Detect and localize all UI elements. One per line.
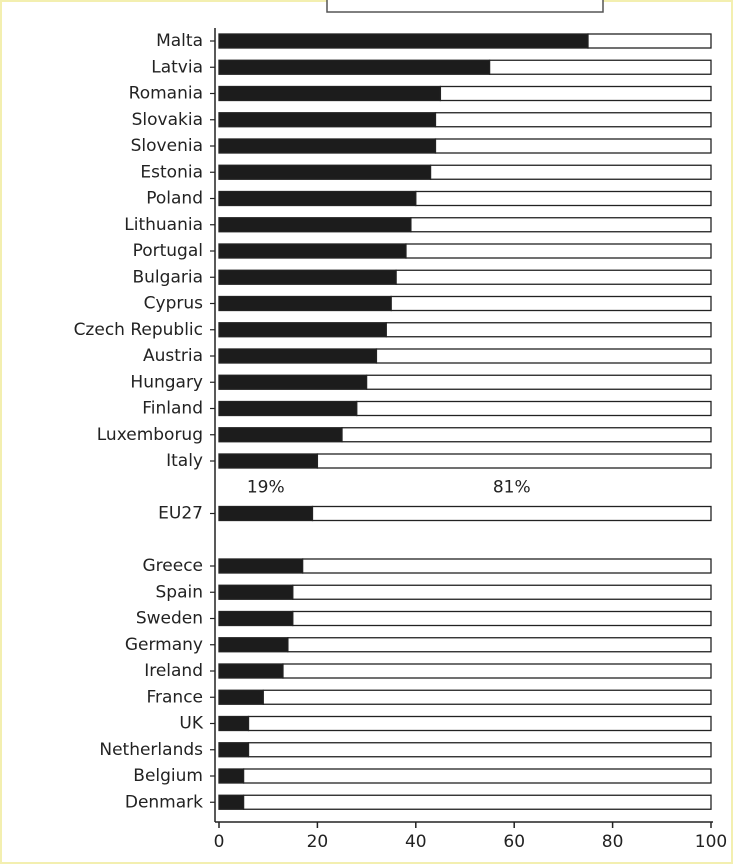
category-label: Poland — [146, 189, 203, 209]
category-label: Germany — [125, 635, 203, 655]
value-label: 19% — [247, 477, 285, 497]
bar-segment — [247, 742, 712, 758]
bar-segment — [218, 348, 378, 364]
category-label: Latvia — [151, 57, 203, 77]
bar-segment — [375, 348, 712, 364]
bar-segment — [341, 427, 712, 443]
bar-segment — [439, 85, 712, 102]
bar-segment — [218, 33, 589, 49]
category-label: UK — [179, 714, 203, 734]
bar-segment — [365, 374, 712, 390]
bar-segment — [218, 374, 368, 390]
bar-segment — [218, 558, 304, 574]
bar-segment — [434, 112, 712, 128]
bar-segment — [218, 164, 432, 180]
bar-segment — [292, 610, 712, 627]
category-label: Sweden — [136, 609, 203, 629]
bar-segment — [218, 663, 284, 679]
category-label: Bulgaria — [133, 267, 204, 287]
category-label: Austria — [143, 346, 203, 366]
bar-segment — [218, 85, 442, 102]
bar-segment — [218, 794, 245, 810]
category-label: Romania — [129, 84, 203, 104]
bar-segment — [218, 295, 392, 312]
bar-segment — [218, 453, 319, 469]
category-label: Slovenia — [131, 136, 203, 156]
category-label: Finland — [142, 399, 203, 419]
bar-segment — [356, 400, 712, 417]
bar-segment — [218, 400, 358, 417]
category-label: Italy — [166, 451, 203, 471]
category-label: Luxemborug — [97, 425, 203, 445]
x-tick-label: 20 — [307, 832, 329, 852]
bar-segment — [218, 190, 417, 207]
bar-segment — [390, 295, 712, 312]
category-label: Estonia — [140, 162, 203, 182]
bar-segment — [242, 768, 712, 784]
bar-segment — [292, 584, 712, 600]
legend-box — [326, 0, 604, 13]
category-label: Portugal — [133, 241, 203, 261]
category-label: Hungary — [130, 372, 203, 392]
bar-segment — [287, 637, 712, 653]
category-label: Netherlands — [99, 740, 203, 760]
bar-segment — [488, 59, 712, 75]
category-label: Malta — [156, 31, 203, 51]
bar-segment — [405, 243, 712, 259]
x-tick-label: 40 — [405, 832, 427, 852]
bar-segment — [415, 190, 712, 207]
category-label: Czech Republic — [74, 320, 203, 340]
category-label: Slovakia — [132, 110, 203, 130]
category-label: Denmark — [125, 792, 203, 812]
bar-segment — [218, 138, 437, 154]
x-tick-label: 100 — [695, 832, 727, 852]
x-tick-label: 0 — [214, 832, 225, 852]
bar-segment — [262, 689, 712, 705]
bar-segment — [218, 59, 491, 75]
category-label: Greece — [142, 556, 203, 576]
bar-segment — [434, 138, 712, 154]
bar-segment — [218, 269, 397, 285]
bar-segment — [218, 689, 264, 705]
category-label: Cyprus — [144, 294, 203, 314]
bar-segment — [218, 768, 245, 784]
category-label: Spain — [156, 582, 204, 602]
category-label: Lithuania — [124, 215, 203, 235]
category-label: Belgium — [133, 766, 203, 786]
bar-segment — [242, 794, 712, 810]
bar-segment — [410, 217, 712, 233]
bar-segment — [587, 33, 712, 49]
bar-segment — [218, 715, 250, 732]
x-tick-label: 80 — [602, 832, 624, 852]
category-label: EU27 — [158, 504, 203, 524]
bar-segment — [247, 715, 712, 732]
bar-segment — [311, 505, 712, 522]
bar-segment — [218, 243, 407, 259]
bar-segment — [218, 322, 387, 338]
x-tick-label: 60 — [503, 832, 525, 852]
bar-segment — [218, 742, 250, 758]
bar-segment — [218, 505, 314, 522]
bar-segment — [316, 453, 712, 469]
value-label: 81% — [493, 477, 531, 497]
category-label: France — [146, 687, 203, 707]
bar-segment — [385, 322, 712, 338]
bar-segment — [301, 558, 712, 574]
bar-segment — [218, 427, 343, 443]
category-label: Ireland — [144, 661, 203, 681]
bar-segment — [429, 164, 712, 180]
bar-segment — [218, 112, 437, 128]
bar-segment — [395, 269, 712, 285]
bar-segment — [218, 637, 289, 653]
bar-segment — [218, 610, 294, 627]
bar-segment — [218, 584, 294, 600]
bar-segment — [282, 663, 712, 679]
bar-segment — [218, 217, 412, 233]
